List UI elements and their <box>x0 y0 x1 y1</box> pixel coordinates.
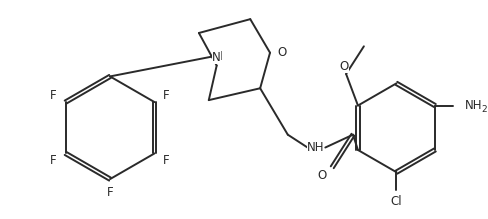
Text: NH: NH <box>306 141 324 154</box>
Text: O: O <box>317 169 326 182</box>
Text: N: N <box>214 50 223 63</box>
Text: Cl: Cl <box>390 195 402 208</box>
Text: F: F <box>163 89 169 102</box>
Text: F: F <box>50 154 57 167</box>
Text: F: F <box>50 89 57 102</box>
Text: O: O <box>277 46 286 59</box>
Text: F: F <box>106 186 113 200</box>
Text: N: N <box>212 51 221 64</box>
Text: F: F <box>163 154 169 167</box>
Text: NH: NH <box>464 99 481 112</box>
Text: 2: 2 <box>480 105 486 114</box>
Text: O: O <box>339 60 348 72</box>
